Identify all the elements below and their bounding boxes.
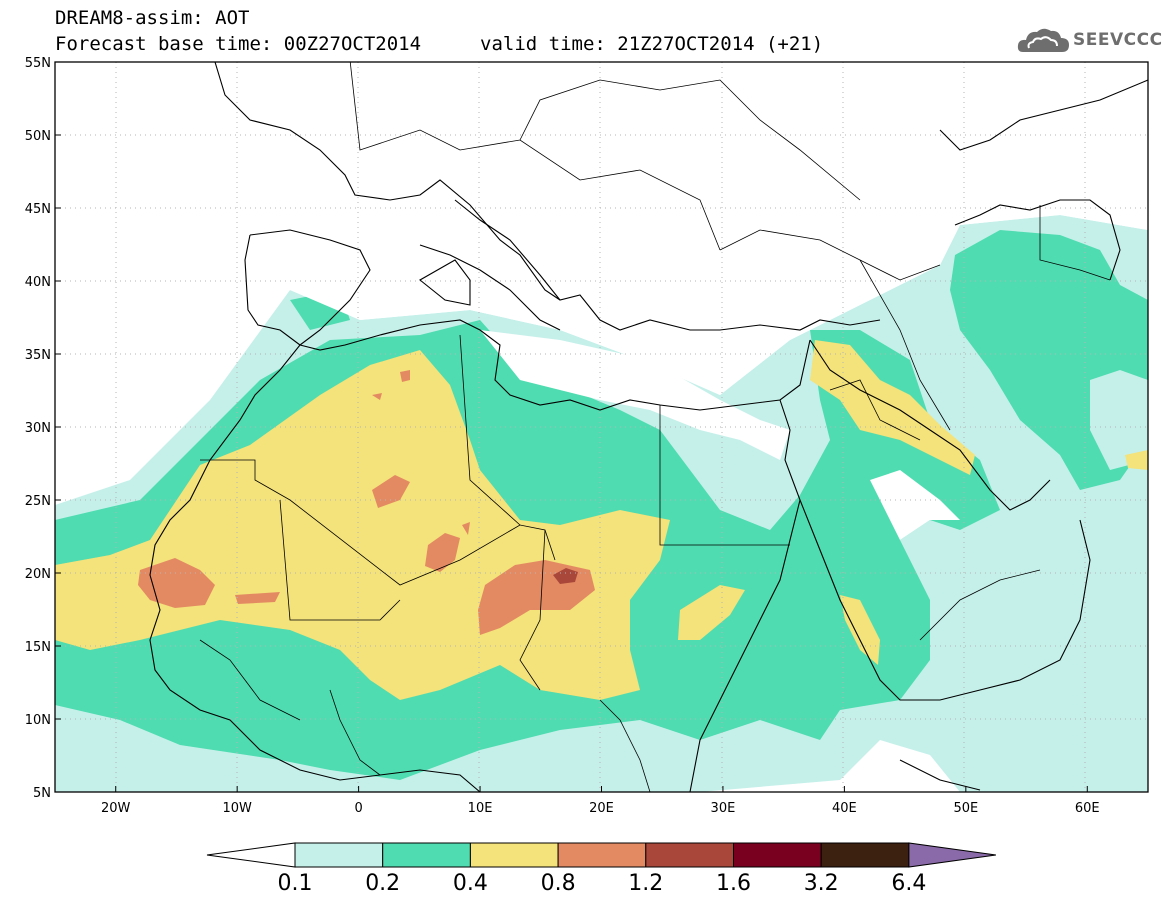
lat-tick-label: 40N	[25, 275, 51, 290]
lat-tick-label: 25N	[25, 494, 51, 509]
lat-tick-label: 35N	[25, 348, 51, 363]
lat-tick-label: 15N	[25, 640, 51, 655]
colorbar-label: 0.8	[540, 871, 576, 896]
colorbar-label: 3.2	[803, 871, 839, 896]
valid-time: valid time: 21Z27OCT2014 (+21)	[480, 33, 824, 55]
colorbar-box	[820, 842, 910, 868]
colorbar-box	[733, 842, 822, 868]
seevccc-logo	[1015, 22, 1165, 58]
colorbar-over-triangle	[908, 842, 996, 868]
map-title: DREAM8-assim: AOT	[55, 7, 250, 29]
colorbar-under-triangle	[206, 842, 296, 868]
colorbar-box	[645, 842, 734, 868]
lon-tick-label: 60E	[1075, 801, 1100, 816]
lon-tick-label: 10W	[222, 801, 252, 816]
aot-band-1.2	[553, 568, 578, 584]
clear-region	[55, 62, 1148, 540]
lat-tick-label: 20N	[25, 567, 51, 582]
cloud-icon	[1017, 28, 1069, 52]
logo-text: SEEVCCC	[1073, 30, 1163, 50]
colorbar-label: 0.2	[365, 871, 401, 896]
axis-ticks: 55N 50N 45N 40N 35N 30N 25N 20N 15N 10N 5N 20W 10W 0 1…	[25, 56, 1100, 816]
colorbar-box	[382, 842, 471, 868]
colorbar-label: 1.2	[628, 871, 664, 896]
lon-tick-label: 20E	[589, 801, 614, 816]
map-grid	[55, 62, 1148, 792]
colorbar-label: 0.1	[277, 871, 313, 896]
aot-band-0.8	[138, 370, 595, 635]
colorbar-box	[469, 842, 559, 868]
lon-tick-label: 0	[354, 801, 362, 816]
lat-tick-label: 5N	[33, 786, 51, 801]
lat-tick-label: 45N	[25, 202, 51, 217]
colorbar-label: 1.6	[716, 871, 751, 896]
coastlines	[149, 62, 1148, 792]
lat-tick-label: 50N	[25, 129, 51, 144]
lat-tick-label: 10N	[25, 713, 51, 728]
country-borders	[199, 62, 1111, 792]
lon-tick-label: 30E	[711, 801, 736, 816]
lon-tick-label: 20W	[101, 801, 131, 816]
lon-tick-label: 40E	[832, 801, 857, 816]
lon-tick-label: 50E	[953, 801, 978, 816]
forecast-base-time: Forecast base time: 00Z27OCT2014	[55, 33, 422, 55]
lat-tick-label: 55N	[25, 56, 51, 71]
colorbar-label: 0.4	[452, 871, 488, 896]
colorbar-label: 6.4	[891, 871, 927, 896]
lon-tick-label: 10E	[468, 801, 493, 816]
colorbar-box	[557, 842, 647, 868]
lat-tick-label: 30N	[25, 421, 51, 436]
colorbar-box	[294, 842, 384, 868]
